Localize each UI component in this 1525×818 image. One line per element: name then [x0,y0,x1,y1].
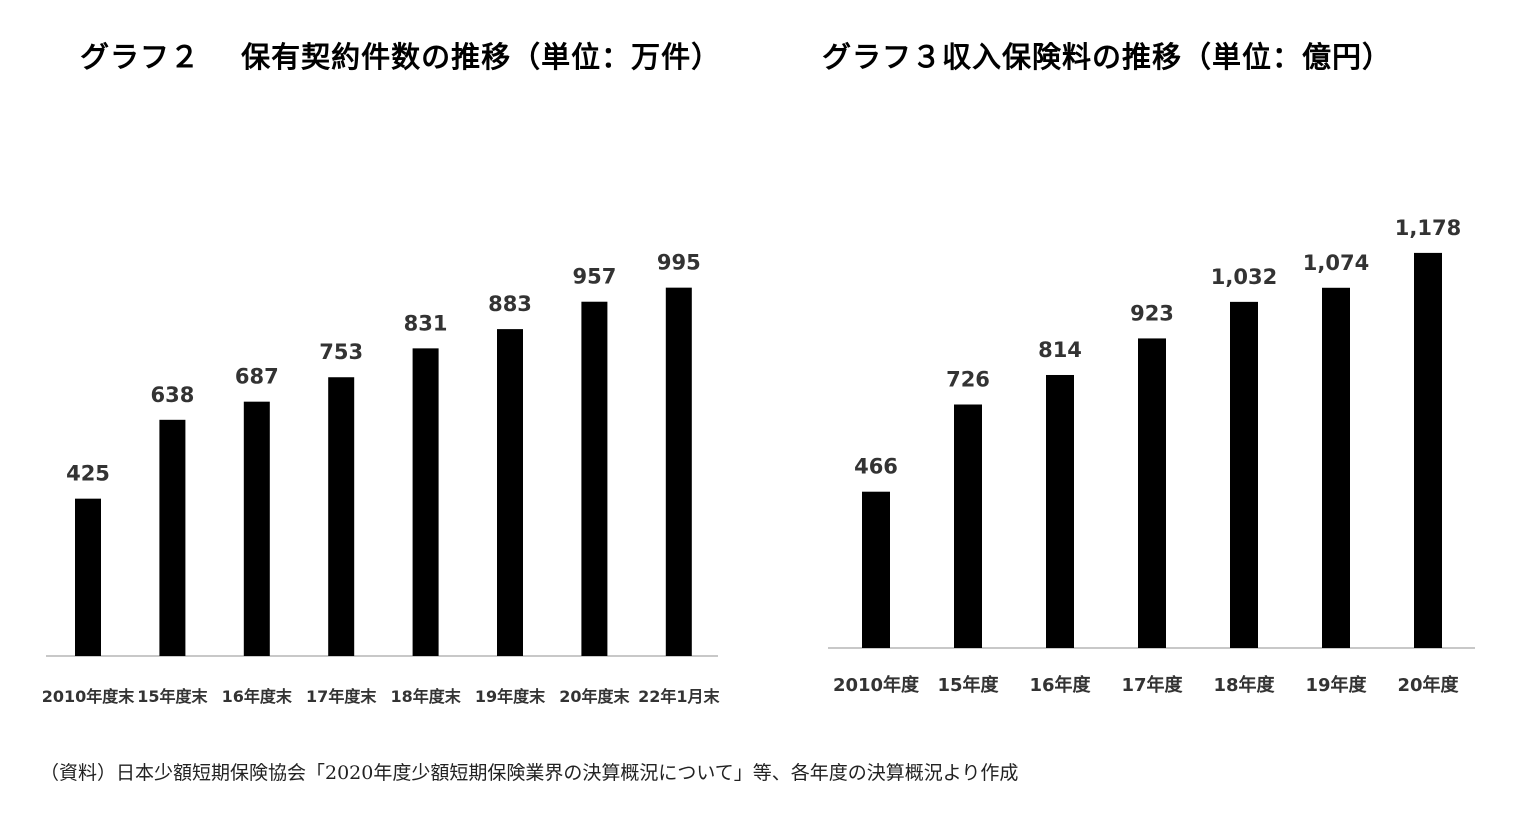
x-tick-label: 15年度 [937,674,999,696]
x-tick-label: 2010年度 [833,674,920,696]
data-label: 831 [404,311,448,335]
data-label: 726 [946,367,990,391]
bar [497,329,523,656]
data-label: 995 [657,251,701,275]
bar [1046,374,1074,648]
x-tick-label: 18年度 [1213,674,1275,696]
data-label: 1,178 [1395,216,1461,240]
data-label: 1,074 [1303,251,1369,275]
bar [243,401,270,656]
chart-title-contracts: グラフ２ 保有契約件数の推移（単位：万件） [80,40,722,74]
x-tick-label: 16年度 [1029,674,1091,696]
bar [328,377,355,656]
data-label: 687 [235,365,279,389]
x-tick-label: 19年度末 [475,687,546,706]
x-tick-label: 20年度 [1397,674,1459,696]
source-note: （資料）日本少額短期保険協会「2020年度少額短期保険業界の決算概況について」等… [40,762,1019,784]
data-label: 957 [572,265,616,289]
x-tick-label: 18年度末 [390,687,461,706]
bar [75,498,101,656]
bar [1414,252,1442,648]
x-tick-label: 17年度 [1121,674,1183,696]
bar [1322,287,1350,648]
data-label: 923 [1130,301,1174,325]
chart-title-premiums: グラフ３収入保険料の推移（単位：億円） [822,40,1393,74]
x-tick-label: 15年度末 [137,687,208,706]
x-tick-label: 17年度末 [306,687,377,706]
data-label: 753 [319,340,363,364]
bar [665,287,692,656]
bar [581,301,608,656]
data-label: 425 [66,462,110,486]
data-label: 466 [854,455,898,479]
bar [954,404,982,648]
x-tick-label: 16年度末 [222,687,293,706]
x-tick-label: 20年度末 [559,687,630,706]
bar [1138,338,1166,648]
x-tick-label: 2010年度末 [42,687,136,706]
x-tick-label: 19年度 [1305,674,1367,696]
data-label: 883 [488,292,532,316]
bar [862,491,890,648]
data-label: 638 [150,383,194,407]
bar [1230,301,1258,648]
data-label: 1,032 [1211,265,1277,289]
bar [159,419,186,656]
bar [412,348,439,656]
data-label: 814 [1038,338,1082,362]
x-tick-label: 22年1月末 [638,687,720,706]
